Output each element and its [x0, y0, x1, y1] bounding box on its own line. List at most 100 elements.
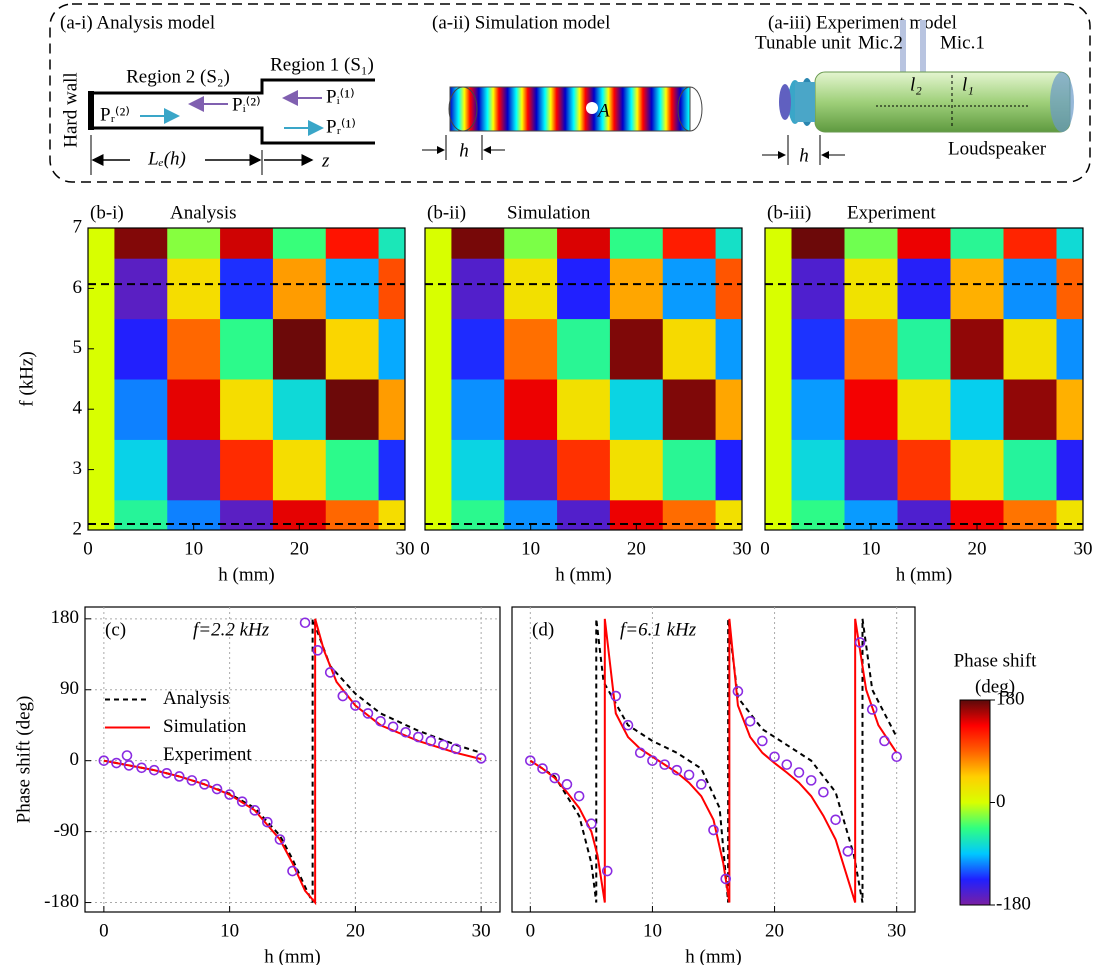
heat-cell [220, 499, 274, 531]
heat-cell [950, 318, 1004, 380]
data-point [866, 704, 878, 715]
label: l₁ [962, 74, 974, 95]
heat-cell [662, 228, 717, 259]
data-point [362, 708, 374, 719]
data-point [262, 816, 273, 828]
heat-cell [557, 228, 611, 259]
heat-cell [325, 439, 380, 501]
x-tick-label: 10 [521, 538, 540, 559]
x-tick-label: 30 [396, 538, 415, 559]
heat-cell [897, 379, 951, 440]
heat-cell [765, 439, 792, 501]
heat-cell [844, 228, 898, 259]
label: Pᵣ⁽¹⁾ [326, 116, 356, 137]
data-point [249, 805, 261, 816]
heat-cell [114, 258, 168, 320]
heat-cell [662, 318, 717, 380]
y-tick-label: 90 [60, 678, 79, 699]
y-tick-label: 7 [73, 216, 83, 237]
heat-cell [897, 439, 951, 501]
data-point [450, 743, 462, 755]
data-point [236, 796, 248, 807]
heat-cell [272, 379, 327, 440]
heat-cell [272, 318, 327, 380]
data-point [475, 753, 487, 764]
heat-cell [950, 258, 1004, 320]
label: Mic.2 [858, 32, 903, 53]
heat-cell [451, 228, 505, 259]
x-tick-label: 20 [968, 538, 987, 559]
panel-label: (b-iii) [767, 202, 811, 223]
heat-cell [167, 439, 221, 501]
label: z [321, 150, 330, 171]
panel-title: (a-iii) Experiment model [768, 12, 957, 33]
data-point [634, 747, 646, 759]
y-tick-label: 3 [73, 458, 83, 479]
x-axis-label: h (mm) [896, 564, 952, 585]
label: Mic.1 [940, 32, 985, 53]
data-point [274, 834, 286, 845]
heat-cell [425, 439, 452, 501]
label: h [799, 145, 809, 166]
label: Pᵣ⁽²⁾ [100, 104, 130, 125]
y-tick-label: -180 [44, 891, 79, 912]
x-tick-label: 0 [760, 538, 770, 559]
data-point [732, 686, 744, 697]
heat-cell [715, 439, 743, 501]
data-point [769, 751, 780, 763]
heat-cell [167, 318, 221, 380]
data-point [324, 667, 336, 678]
heat-cell [1056, 499, 1084, 531]
heat-cell [504, 318, 558, 380]
data-point [854, 637, 866, 648]
data-point [671, 764, 683, 776]
data-point [601, 865, 613, 877]
data-point [891, 751, 902, 763]
legend-label: Analysis [163, 688, 230, 709]
data-point [757, 735, 768, 747]
label: Hard wall [60, 72, 81, 147]
panel-title: (a-i) Analysis model [60, 12, 215, 33]
legend-label: Experiment [163, 744, 252, 765]
data-point [98, 755, 110, 766]
colorbar-tick-label: 0 [996, 791, 1006, 812]
x-tick-label: 0 [83, 538, 93, 559]
data-point [148, 764, 160, 776]
colorbar-unit: (deg) [975, 676, 1015, 697]
label: Pᵢ⁽²⁾ [232, 94, 261, 115]
data-point [781, 759, 793, 770]
heat-cell [557, 318, 611, 380]
experiment-model: (a-iii) Experiment model Tunable unit Mi… [755, 12, 1074, 166]
analysis-model: (a-i) Analysis model Hard wall Region 2 … [60, 12, 375, 175]
heat-cell [897, 318, 951, 380]
heat-cell [557, 499, 611, 531]
heat-cell [609, 318, 664, 380]
y-tick-label: 180 [51, 607, 80, 628]
data-point [224, 789, 235, 800]
label: h [459, 140, 469, 161]
legend-label: Simulation [163, 716, 247, 737]
x-tick-label: 10 [220, 920, 239, 941]
x-tick-label: 30 [887, 920, 906, 941]
heat-cell [557, 439, 611, 501]
heat-cell [114, 379, 168, 440]
panel-label: (b-ii) [427, 202, 466, 223]
heat-cell [451, 258, 505, 320]
heat-cell [765, 318, 792, 380]
data-point [438, 739, 449, 751]
data-point [793, 767, 805, 778]
heat-cell [220, 439, 274, 501]
heat-cell [325, 258, 380, 320]
label: Region 2 (S₂) [126, 66, 230, 87]
panel-title: Simulation [507, 202, 591, 223]
colorbar-title: Phase shift [954, 650, 1038, 671]
heat-cell [114, 439, 168, 501]
data-point [830, 814, 841, 826]
label: Pᵢ⁽¹⁾ [326, 86, 355, 107]
heat-cell [662, 499, 717, 531]
heat-cell [1003, 379, 1057, 440]
heat-cell [791, 379, 845, 440]
x-tick-label: 30 [733, 538, 752, 559]
y-tick-label: 2 [73, 518, 83, 539]
data-point [647, 755, 658, 766]
